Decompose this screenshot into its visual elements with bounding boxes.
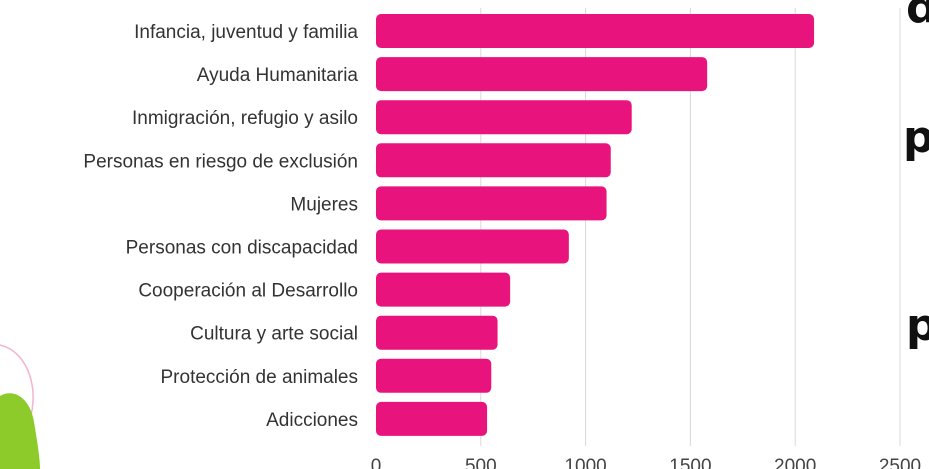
category-label: Infancia, juventud y familia (134, 22, 358, 43)
x-tick-label: 2000 (774, 456, 816, 469)
x-tick-label: 2500 (879, 456, 921, 469)
category-label: Inmigración, refugio y asilo (132, 108, 358, 129)
x-tick-label: 500 (465, 456, 497, 469)
category-label: Personas en riesgo de exclusión (83, 151, 358, 172)
x-tick-labels: 0 500 1000 1500 2000 2500 (371, 456, 921, 469)
bar (376, 186, 607, 221)
x-tick-label: 0 (371, 456, 382, 469)
bar (376, 315, 498, 350)
bar (376, 401, 488, 436)
category-label: Mujeres (290, 194, 358, 215)
x-tick-label: 1000 (564, 456, 606, 469)
bar (376, 358, 492, 393)
bars (376, 14, 815, 436)
bar (376, 143, 611, 178)
category-label: Cultura y arte social (190, 324, 358, 345)
x-tick-label: 1500 (669, 456, 711, 469)
category-label: Cooperación al Desarrollo (138, 281, 358, 302)
category-label: Protección de animales (161, 367, 359, 388)
category-label: Personas con discapacidad (126, 238, 358, 259)
category-label: Adicciones (266, 410, 358, 431)
bar (376, 14, 815, 48)
bar (376, 100, 632, 135)
side-text-2: p (903, 112, 929, 163)
bar (376, 229, 569, 264)
bar (376, 57, 708, 92)
bar (376, 272, 511, 307)
side-text-1: d (906, 0, 929, 33)
category-labels: Infancia, juventud y familia Ayuda Humani… (83, 22, 358, 431)
side-text-3: p (906, 300, 929, 351)
category-label: Ayuda Humanitaria (197, 65, 359, 86)
